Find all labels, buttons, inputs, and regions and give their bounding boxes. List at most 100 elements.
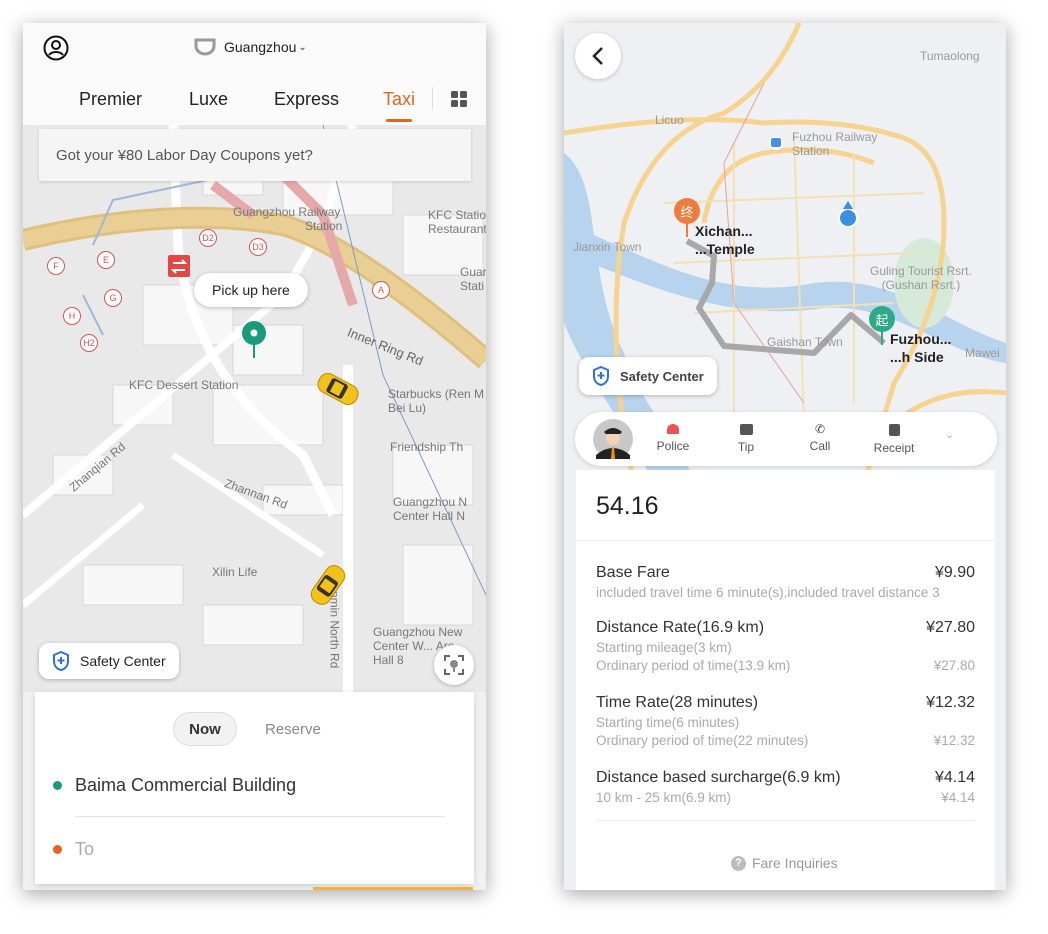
map-label: Tumaolong (920, 49, 980, 63)
tab-luxe[interactable]: Luxe (189, 89, 229, 109)
destination-name: ...Temple (695, 241, 755, 257)
help-icon: ? (731, 855, 746, 871)
destination-name: Xichan... (695, 223, 753, 239)
map-label: Licuo (655, 113, 684, 127)
map-view[interactable]: Guangzhou Railway Station KFC Statio Rest… (23, 125, 486, 692)
grid-menu-icon[interactable] (451, 91, 467, 107)
marker-stem (686, 223, 688, 237)
police-light-icon (667, 424, 679, 434)
didi-logo-icon (194, 38, 216, 56)
pickup-pin-icon[interactable] (240, 320, 268, 360)
map-label: Hall 8 (373, 653, 404, 667)
city-selector[interactable]: Guangzhou ⌄ (193, 37, 307, 57)
fare-detail: Starting mileage(3 km) (596, 640, 732, 655)
trip-fare-screen: Tumaolong Licuo Fuzhou Railway Station Ji… (564, 23, 1006, 890)
expand-chevron-icon[interactable]: ⌄ (945, 429, 955, 441)
city-name: Guangzhou (224, 39, 297, 55)
fare-detail: Starting time(6 minutes) (596, 715, 740, 730)
map-label: Jianxin Town (573, 240, 642, 254)
fare-item-name: Base Fare (596, 564, 670, 581)
receipt-icon (888, 424, 900, 436)
fare-breakdown-card: 54.16 Base Fare ¥9.90 included travel tim… (576, 470, 995, 890)
fare-detail-amount: ¥27.80 (933, 658, 975, 673)
metro-exit-badge: D3 (249, 238, 267, 256)
map-label: Station (305, 219, 343, 233)
map-label: Mawei (965, 346, 1000, 360)
destination-input[interactable]: To (75, 839, 95, 859)
tab-premier[interactable]: Premier (79, 89, 143, 109)
origin-marker[interactable]: 起 (869, 306, 895, 332)
fare-item-amount: ¥9.90 (934, 564, 975, 581)
map-label: Fuzhou Railway (792, 130, 878, 144)
metro-exit-badge: G (104, 289, 122, 307)
destination-marker[interactable]: 终 (674, 198, 700, 224)
fare-item-base: Base Fare ¥9.90 included travel time 6 mi… (596, 564, 975, 600)
divider (75, 816, 445, 817)
tip-label: Tip (737, 440, 755, 454)
tip-icon (739, 424, 753, 435)
call-button[interactable]: ✆ Call (790, 422, 850, 453)
fare-detail: included travel time 6 minute(s),include… (596, 585, 940, 600)
destination-dot-icon (53, 845, 62, 854)
map-label: Station (792, 144, 830, 158)
metro-exit-badge: D2 (199, 229, 217, 247)
fare-total: 54.16 (596, 492, 659, 520)
safety-center-button[interactable]: Safety Center (579, 357, 717, 395)
divider (576, 540, 995, 541)
fare-item-amount: ¥4.14 (934, 769, 975, 786)
pickup-location-field[interactable]: Baima Commercial Building (75, 775, 297, 795)
back-arrow-icon (592, 47, 603, 65)
tab-taxi[interactable]: Taxi (383, 89, 416, 122)
driver-action-bar: Police Tip ✆ Call Receipt ⌄ (575, 412, 997, 466)
phone-icon: ✆ (814, 422, 826, 436)
map-label: (Gushan Rsrt.) (881, 278, 961, 292)
shield-icon (593, 366, 609, 386)
metro-exit-badge: F (47, 257, 65, 275)
call-label: Call (809, 439, 831, 453)
police-label: Police (656, 439, 690, 453)
map-label: Guangzhou N (393, 495, 468, 509)
shield-icon (53, 651, 69, 671)
fare-detail-amount: ¥12.32 (933, 733, 975, 748)
receipt-button[interactable]: Receipt (864, 424, 924, 455)
fare-detail: 10 km - 25 km(6.9 km) (596, 790, 732, 805)
map-label: Gaishan Town (767, 335, 843, 349)
fare-inquiries-link[interactable]: ? Fare Inquiries (731, 855, 838, 871)
locate-icon (444, 655, 464, 675)
now-toggle[interactable]: Now (173, 712, 237, 746)
trip-request-panel: Now Reserve Baima Commercial Building To (35, 692, 474, 884)
back-button[interactable] (575, 33, 621, 79)
map-label: Guling Tourist Rsrt. (870, 264, 972, 278)
map-label: Friendship Th (390, 440, 464, 454)
coupon-banner[interactable]: Got your ¥80 Labor Day Coupons yet? (39, 129, 471, 181)
police-button[interactable]: Police (643, 424, 703, 453)
tab-divider (432, 87, 433, 109)
reserve-toggle[interactable]: Reserve (265, 721, 321, 738)
tip-button[interactable]: Tip (716, 424, 776, 454)
safety-center-button[interactable]: Safety Center (39, 643, 179, 679)
pickup-label: Pick up here (212, 282, 290, 298)
divider (596, 820, 975, 821)
tab-express[interactable]: Express (274, 89, 340, 109)
origin-dot-icon (53, 781, 62, 790)
fare-item-time: Time Rate(28 minutes) ¥12.32 Starting tim… (596, 694, 975, 748)
map-label: Guangzhou Railway (233, 205, 341, 219)
fare-detail-amount: ¥4.14 (941, 790, 975, 805)
safety-center-label: Safety Center (80, 653, 166, 669)
chevron-down-icon: ⌄ (298, 41, 307, 53)
map-label: Guangzhou New (373, 625, 463, 639)
map-label: KFC Dessert Station (129, 378, 239, 392)
map-label: Bei Lu) (388, 401, 427, 415)
marker-stem (881, 331, 883, 345)
receipt-label: Receipt (873, 441, 915, 455)
pickup-tooltip: Pick up here (194, 273, 308, 307)
profile-icon[interactable] (43, 35, 69, 61)
map-label: Starbucks (Ren M (388, 387, 485, 401)
map-label: Restaurant (428, 222, 486, 236)
locate-button[interactable] (434, 645, 474, 685)
driver-avatar[interactable] (593, 419, 633, 459)
map-label: Center Hall N (393, 509, 466, 523)
safety-center-label: Safety Center (620, 368, 704, 384)
fare-inquiries-label: Fare Inquiries (752, 855, 838, 871)
fare-item-name: Distance Rate(16.9 km) (596, 619, 765, 636)
